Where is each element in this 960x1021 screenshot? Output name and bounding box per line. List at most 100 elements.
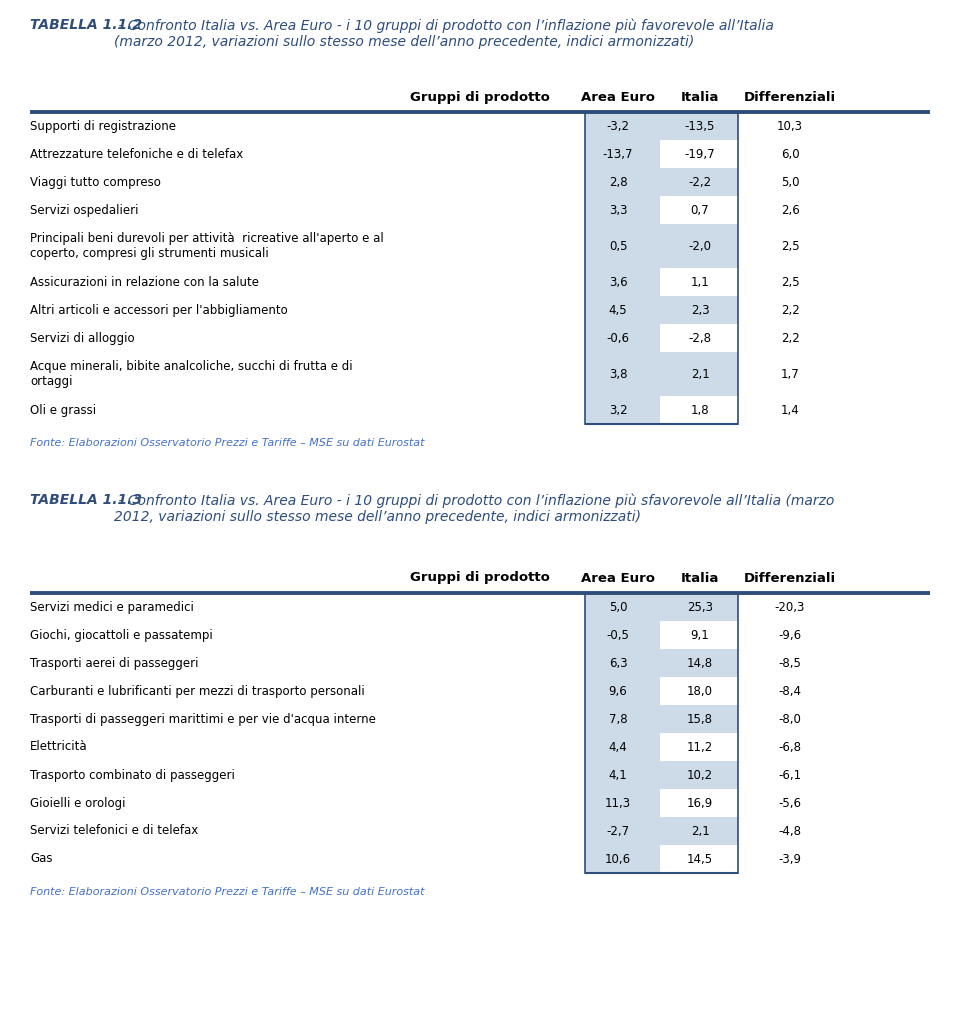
Text: 2,1: 2,1 xyxy=(690,825,709,837)
Text: -8,5: -8,5 xyxy=(779,657,802,670)
Text: Gruppi di prodotto: Gruppi di prodotto xyxy=(410,572,550,584)
Text: -2,2: -2,2 xyxy=(688,176,711,189)
Text: 10,3: 10,3 xyxy=(777,119,803,133)
Bar xyxy=(585,621,660,649)
Text: Acque minerali, bibite analcoliche, succhi di frutta e di
ortaggi: Acque minerali, bibite analcoliche, succ… xyxy=(30,360,352,388)
Text: -13,7: -13,7 xyxy=(603,147,634,160)
Text: TABELLA 1.1.2: TABELLA 1.1.2 xyxy=(30,18,142,32)
Text: 0,5: 0,5 xyxy=(609,240,627,252)
Text: 4,1: 4,1 xyxy=(609,769,628,781)
Text: 14,5: 14,5 xyxy=(687,853,713,866)
Bar xyxy=(585,196,660,224)
Bar xyxy=(585,817,660,845)
Bar xyxy=(585,324,660,352)
Text: 4,5: 4,5 xyxy=(609,303,627,317)
Text: 14,8: 14,8 xyxy=(687,657,713,670)
Bar xyxy=(660,396,738,424)
Bar xyxy=(585,704,660,733)
Text: Fonte: Elaborazioni Osservatorio Prezzi e Tariffe – MSE su dati Eurostat: Fonte: Elaborazioni Osservatorio Prezzi … xyxy=(30,438,424,448)
Bar xyxy=(660,140,738,168)
Text: -8,4: -8,4 xyxy=(779,684,802,697)
Bar xyxy=(585,789,660,817)
Text: -9,6: -9,6 xyxy=(779,629,802,641)
Bar xyxy=(585,677,660,704)
Bar xyxy=(660,268,738,296)
Text: 25,3: 25,3 xyxy=(687,600,713,614)
Text: 2,8: 2,8 xyxy=(609,176,627,189)
Text: -4,8: -4,8 xyxy=(779,825,802,837)
Text: 9,1: 9,1 xyxy=(690,629,709,641)
Text: Oli e grassi: Oli e grassi xyxy=(30,403,96,417)
Text: Giochi, giocattoli e passatempi: Giochi, giocattoli e passatempi xyxy=(30,629,213,641)
Bar xyxy=(585,761,660,789)
Text: Italia: Italia xyxy=(681,91,719,103)
Text: 2,1: 2,1 xyxy=(690,368,709,381)
Text: 10,2: 10,2 xyxy=(687,769,713,781)
Text: -8,0: -8,0 xyxy=(779,713,802,726)
Text: Trasporti aerei di passeggeri: Trasporti aerei di passeggeri xyxy=(30,657,199,670)
Text: Assicurazioni in relazione con la salute: Assicurazioni in relazione con la salute xyxy=(30,276,259,289)
Text: Supporti di registrazione: Supporti di registrazione xyxy=(30,119,176,133)
Text: -5,6: -5,6 xyxy=(779,796,802,810)
Text: -2,8: -2,8 xyxy=(688,332,711,344)
Text: -3,9: -3,9 xyxy=(779,853,802,866)
Text: Servizi medici e paramedici: Servizi medici e paramedici xyxy=(30,600,194,614)
Text: Servizi ospedalieri: Servizi ospedalieri xyxy=(30,203,138,216)
Bar xyxy=(660,324,738,352)
Text: 2,2: 2,2 xyxy=(780,332,800,344)
Text: 4,4: 4,4 xyxy=(609,740,628,753)
Text: 5,0: 5,0 xyxy=(609,600,627,614)
Bar xyxy=(585,396,660,424)
Text: TABELLA 1.1.3: TABELLA 1.1.3 xyxy=(30,493,142,507)
Bar xyxy=(585,649,660,677)
Text: Gioielli e orologi: Gioielli e orologi xyxy=(30,796,126,810)
Bar xyxy=(660,677,738,704)
Text: 11,3: 11,3 xyxy=(605,796,631,810)
Text: Trasporto combinato di passeggeri: Trasporto combinato di passeggeri xyxy=(30,769,235,781)
Text: 2,6: 2,6 xyxy=(780,203,800,216)
Text: 7,8: 7,8 xyxy=(609,713,627,726)
Text: - Confronto Italia vs. Area Euro - i 10 gruppi di prodotto con l’inflazione più : - Confronto Italia vs. Area Euro - i 10 … xyxy=(114,18,775,49)
Text: 1,1: 1,1 xyxy=(690,276,709,289)
Text: 2,5: 2,5 xyxy=(780,276,800,289)
Text: -2,7: -2,7 xyxy=(607,825,630,837)
Bar xyxy=(585,352,660,396)
Bar xyxy=(585,733,660,761)
Text: 10,6: 10,6 xyxy=(605,853,631,866)
Text: Gruppi di prodotto: Gruppi di prodotto xyxy=(410,91,550,103)
Text: -6,1: -6,1 xyxy=(779,769,802,781)
Text: 3,8: 3,8 xyxy=(609,368,627,381)
Text: 2,2: 2,2 xyxy=(780,303,800,317)
Text: Area Euro: Area Euro xyxy=(581,91,655,103)
Text: 16,9: 16,9 xyxy=(686,796,713,810)
Text: 5,0: 5,0 xyxy=(780,176,800,189)
Text: Differenziali: Differenziali xyxy=(744,572,836,584)
Text: Altri articoli e accessori per l'abbigliamento: Altri articoli e accessori per l'abbigli… xyxy=(30,303,288,317)
Text: Principali beni durevoli per attività  ricreative all'aperto e al
coperto, compr: Principali beni durevoli per attività ri… xyxy=(30,232,384,260)
Text: 1,8: 1,8 xyxy=(690,403,709,417)
Bar xyxy=(660,733,738,761)
Bar xyxy=(585,593,660,621)
Text: -3,2: -3,2 xyxy=(607,119,630,133)
Text: Carburanti e lubrificanti per mezzi di trasporto personali: Carburanti e lubrificanti per mezzi di t… xyxy=(30,684,365,697)
Text: Attrezzature telefoniche e di telefax: Attrezzature telefoniche e di telefax xyxy=(30,147,243,160)
Bar xyxy=(660,761,738,789)
Bar xyxy=(660,845,738,873)
Text: Servizi telefonici e di telefax: Servizi telefonici e di telefax xyxy=(30,825,199,837)
Bar xyxy=(585,845,660,873)
Text: 18,0: 18,0 xyxy=(687,684,713,697)
Text: 6,0: 6,0 xyxy=(780,147,800,160)
Text: Italia: Italia xyxy=(681,572,719,584)
Text: 11,2: 11,2 xyxy=(686,740,713,753)
Text: - Confronto Italia vs. Area Euro - i 10 gruppi di prodotto con l’inflazione più : - Confronto Italia vs. Area Euro - i 10 … xyxy=(114,493,835,524)
Bar xyxy=(660,704,738,733)
Text: Area Euro: Area Euro xyxy=(581,572,655,584)
Bar xyxy=(660,352,738,396)
Text: 1,7: 1,7 xyxy=(780,368,800,381)
Text: -0,5: -0,5 xyxy=(607,629,630,641)
Bar xyxy=(660,224,738,268)
Text: 15,8: 15,8 xyxy=(687,713,713,726)
Text: 0,7: 0,7 xyxy=(690,203,709,216)
Text: 2,5: 2,5 xyxy=(780,240,800,252)
Bar xyxy=(660,196,738,224)
